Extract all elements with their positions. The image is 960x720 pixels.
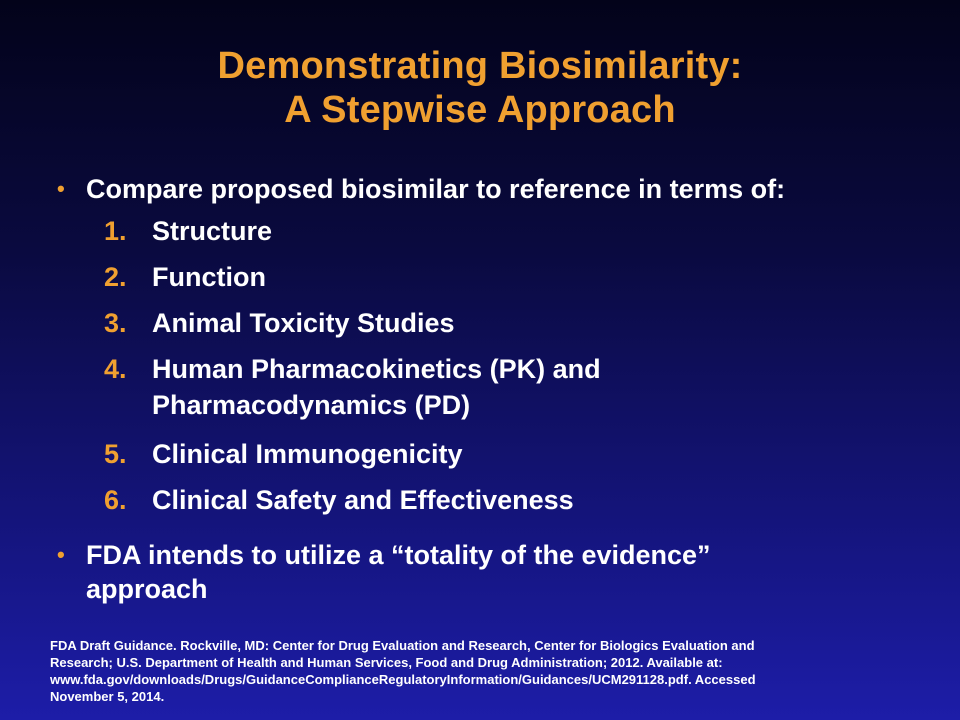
list-item-safety: 6. Clinical Safety and Effectiveness	[104, 482, 904, 518]
item-text: Clinical Safety and Effectiveness	[152, 485, 574, 515]
list-item-function: 2. Function	[104, 259, 904, 295]
bullet-compare: • Compare proposed biosimilar to referen…	[57, 172, 937, 206]
bullet-fda: • FDA intends to utilize a “totality of …	[57, 538, 937, 606]
footnote-line: Research; U.S. Department of Health and …	[50, 655, 723, 670]
bullet-text: Compare proposed biosimilar to reference…	[86, 174, 786, 204]
footnote-line: FDA Draft Guidance. Rockville, MD: Cente…	[50, 638, 755, 653]
list-item-structure: 1. Structure	[104, 213, 904, 249]
footnote-citation: FDA Draft Guidance. Rockville, MD: Cente…	[50, 637, 930, 705]
footnote-line: November 5, 2014.	[50, 689, 165, 704]
item-text: Structure	[152, 216, 273, 246]
item-number: 6.	[104, 485, 127, 515]
bullet-text-line-1: FDA intends to utilize a “totality of th…	[86, 540, 711, 570]
item-text: Clinical Immunogenicity	[152, 439, 463, 469]
item-text: Animal Toxicity Studies	[152, 308, 455, 338]
title-line-1: Demonstrating Biosimilarity:	[217, 45, 743, 87]
item-text-line-2: Pharmacodynamics (PD)	[152, 390, 471, 420]
item-number: 4.	[104, 354, 127, 384]
bullet-marker: •	[57, 176, 65, 201]
bullet-text-line-2: approach	[86, 574, 208, 604]
item-number: 1.	[104, 216, 127, 246]
item-number: 2.	[104, 262, 127, 292]
footnote-line: www.fda.gov/downloads/Drugs/GuidanceComp…	[50, 672, 756, 687]
item-number: 3.	[104, 308, 127, 338]
bullet-marker: •	[57, 542, 65, 567]
list-item-animal-toxicity: 3. Animal Toxicity Studies	[104, 305, 904, 341]
title-line-2: A Stepwise Approach	[284, 89, 676, 131]
list-item-immunogenicity: 5. Clinical Immunogenicity	[104, 436, 904, 472]
slide-title: Demonstrating Biosimilarity: A Stepwise …	[0, 44, 960, 132]
item-number: 5.	[104, 439, 127, 469]
list-item-pk-pd: 4. Human Pharmacokinetics (PK) and Pharm…	[104, 351, 904, 423]
item-text-line-1: Human Pharmacokinetics (PK) and	[152, 354, 601, 384]
item-text: Function	[152, 262, 266, 292]
